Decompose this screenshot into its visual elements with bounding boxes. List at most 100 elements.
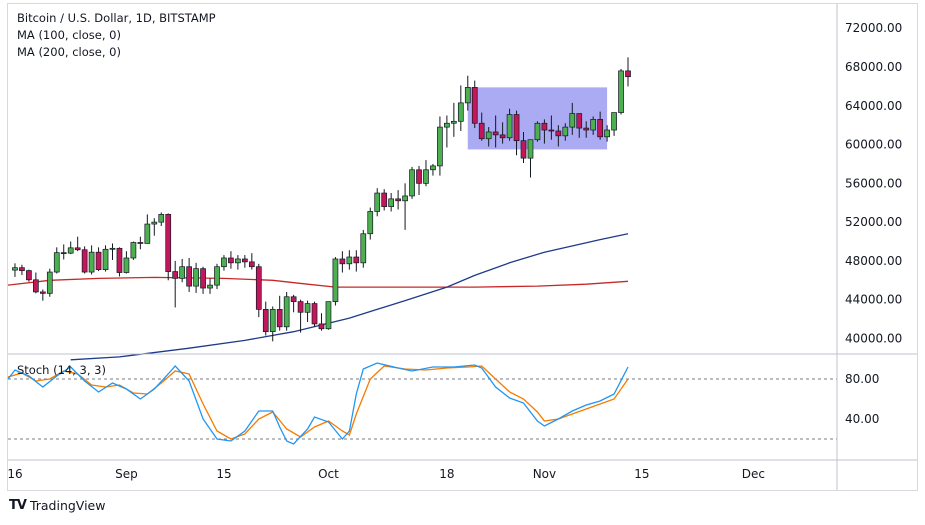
candle-body-up	[457, 102, 464, 122]
candle-body-down	[172, 271, 179, 279]
candle	[255, 263, 262, 318]
candle-body-down	[262, 309, 269, 333]
candle	[39, 289, 46, 301]
candle	[193, 262, 199, 293]
candle	[548, 115, 555, 140]
ma200-line	[7, 276, 629, 288]
candle	[492, 115, 499, 148]
candle	[221, 255, 227, 271]
candle-body-down	[255, 266, 262, 310]
candle	[144, 214, 151, 244]
price-tick-label: 72000.00	[845, 21, 902, 35]
candle-body-down	[513, 114, 520, 142]
candle	[186, 257, 192, 292]
candle	[53, 247, 60, 274]
price-tick-label: 60000.00	[845, 138, 902, 152]
candle	[541, 119, 548, 144]
candle	[165, 213, 172, 281]
candle-body-down	[492, 131, 499, 136]
candle-body-down	[499, 134, 506, 139]
candle-body-down	[297, 301, 304, 313]
candle-body-up	[158, 214, 165, 223]
candle	[33, 272, 39, 294]
candle	[423, 160, 429, 187]
candle	[304, 300, 311, 322]
candle-body-up	[374, 192, 381, 212]
candle-body-up	[130, 242, 137, 259]
brand-name: TradingView	[29, 498, 106, 513]
stoch-d-line	[7, 365, 629, 440]
candle	[19, 264, 25, 275]
candle-body-up	[402, 195, 408, 202]
candle	[346, 250, 353, 270]
time-tick-label: Dec	[742, 467, 765, 481]
candle-body-down	[19, 267, 25, 271]
ma100-legend: MA (100, close, 0)	[17, 28, 121, 42]
candle-body-down	[339, 258, 346, 265]
candle	[562, 123, 569, 141]
candle-body-up	[430, 165, 436, 171]
candle	[353, 250, 360, 272]
candle	[374, 188, 381, 217]
candle	[513, 110, 520, 156]
time-tick-label: Nov	[533, 467, 556, 481]
candle	[332, 257, 339, 306]
candle	[618, 68, 624, 115]
chart-frame	[7, 3, 918, 491]
candle	[172, 260, 179, 308]
candle-body-up	[151, 221, 158, 225]
candle	[60, 244, 67, 260]
candle-body-up	[53, 252, 60, 273]
candle-body-up	[193, 268, 199, 287]
candle-body-up	[12, 267, 18, 271]
candle	[402, 183, 408, 230]
candle	[464, 75, 471, 111]
candle	[290, 294, 297, 313]
candle-body-up	[346, 256, 353, 265]
candle	[179, 258, 186, 283]
stoch-k-line	[7, 362, 629, 445]
candle	[325, 301, 332, 330]
candle	[395, 190, 401, 210]
candle-body-down	[276, 309, 283, 328]
candle-body-up	[534, 122, 541, 141]
candle-body-down	[95, 251, 102, 270]
price-tick-label: 48000.00	[845, 254, 902, 268]
candle	[409, 166, 415, 199]
candle-body-up	[221, 257, 227, 268]
candle	[46, 268, 53, 297]
time-tick-label: 18	[439, 467, 454, 481]
candle	[214, 263, 220, 290]
candle	[311, 301, 318, 327]
candle-body-down	[186, 266, 192, 287]
candle-body-up	[611, 112, 617, 131]
candle	[457, 85, 464, 131]
candle-body-down	[74, 247, 81, 251]
candle	[360, 229, 367, 268]
stoch-tick-label: 80.00	[845, 372, 879, 386]
chart-title: Bitcoin / U.S. Dollar, 1D, BITSTAMP	[17, 11, 216, 25]
candle	[248, 253, 255, 270]
candle-body-up	[102, 248, 109, 270]
candle-body-down	[318, 323, 325, 330]
candle	[576, 113, 583, 138]
candle	[200, 266, 206, 294]
candle	[95, 247, 102, 272]
candle-body-up	[332, 258, 339, 302]
tradingview-logo-icon: TV	[9, 498, 27, 513]
candle	[12, 263, 18, 277]
candle	[74, 236, 81, 252]
candle	[269, 306, 276, 342]
candle	[137, 236, 144, 250]
candle-body-down	[137, 242, 144, 244]
candle	[88, 245, 95, 275]
candle	[416, 165, 422, 195]
tradingview-brand[interactable]: TV TradingView	[9, 498, 105, 513]
candle-body-down	[290, 296, 297, 302]
candle-body-down	[81, 249, 88, 273]
candle-body-up	[485, 131, 492, 140]
time-tick-label: Oct	[318, 467, 339, 481]
candle-body-up	[367, 211, 374, 235]
candle-body-up	[450, 120, 457, 124]
